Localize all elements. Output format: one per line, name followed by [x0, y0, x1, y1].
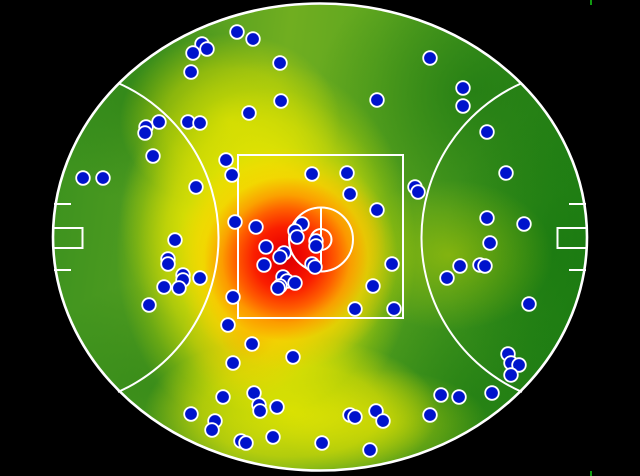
data-point [256, 257, 272, 273]
data-point [225, 289, 241, 305]
data-point [422, 407, 438, 423]
data-point [365, 278, 381, 294]
data-point [204, 422, 220, 438]
data-point [252, 403, 268, 419]
data-point [183, 64, 199, 80]
data-point [308, 238, 324, 254]
data-point [224, 167, 240, 183]
data-point [521, 296, 537, 312]
data-point [199, 41, 215, 57]
data-point [386, 301, 402, 317]
data-point [192, 115, 208, 131]
data-point [137, 125, 153, 141]
data-point [511, 357, 527, 373]
right-fifty-metre-arc [420, 82, 523, 393]
data-point [477, 258, 493, 274]
data-point [287, 275, 303, 291]
data-point [484, 385, 500, 401]
data-point [245, 31, 261, 47]
data-point [272, 249, 288, 265]
data-point [229, 24, 245, 40]
data-point [451, 389, 467, 405]
data-point [285, 349, 301, 365]
data-point [410, 184, 426, 200]
data-point [160, 256, 176, 272]
data-point [156, 279, 172, 295]
data-point [482, 235, 498, 251]
data-point [269, 399, 285, 415]
data-point [244, 336, 260, 352]
data-point [289, 229, 305, 245]
data-point [248, 219, 264, 235]
left-fifty-metre-arc [117, 82, 220, 393]
data-point [95, 170, 111, 186]
data-point [185, 45, 201, 61]
data-point [516, 216, 532, 232]
data-point [369, 92, 385, 108]
data-point [307, 259, 323, 275]
data-point [433, 387, 449, 403]
data-point [498, 165, 514, 181]
data-point [265, 429, 281, 445]
right-goal-square [556, 227, 588, 249]
data-point [304, 166, 320, 182]
data-point [75, 170, 91, 186]
data-point [141, 297, 157, 313]
data-point [339, 165, 355, 181]
data-point [192, 270, 208, 286]
data-point [347, 301, 363, 317]
data-point [167, 232, 183, 248]
data-point [241, 105, 257, 121]
data-point [220, 317, 236, 333]
data-point [272, 55, 288, 71]
data-point [273, 93, 289, 109]
data-point [314, 435, 330, 451]
data-point [342, 186, 358, 202]
data-point [188, 179, 204, 195]
boundary-line [51, 2, 589, 472]
data-point [347, 409, 363, 425]
data-point [215, 389, 231, 405]
data-point [362, 442, 378, 458]
data-point [375, 413, 391, 429]
data-point [225, 355, 241, 371]
data-point [503, 367, 519, 383]
data-point [183, 406, 199, 422]
data-point [455, 98, 471, 114]
data-point [227, 214, 243, 230]
data-point [238, 435, 254, 451]
data-point [452, 258, 468, 274]
center-square [237, 154, 404, 319]
data-point [218, 152, 234, 168]
left-goal-square [52, 227, 84, 249]
data-point [270, 280, 286, 296]
data-point [479, 210, 495, 226]
data-point [145, 148, 161, 164]
data-point [479, 124, 495, 140]
data-point [151, 114, 167, 130]
data-point [455, 80, 471, 96]
data-point [422, 50, 438, 66]
data-point [439, 270, 455, 286]
data-point [258, 239, 274, 255]
data-point [384, 256, 400, 272]
data-point [171, 280, 187, 296]
data-point [369, 202, 385, 218]
